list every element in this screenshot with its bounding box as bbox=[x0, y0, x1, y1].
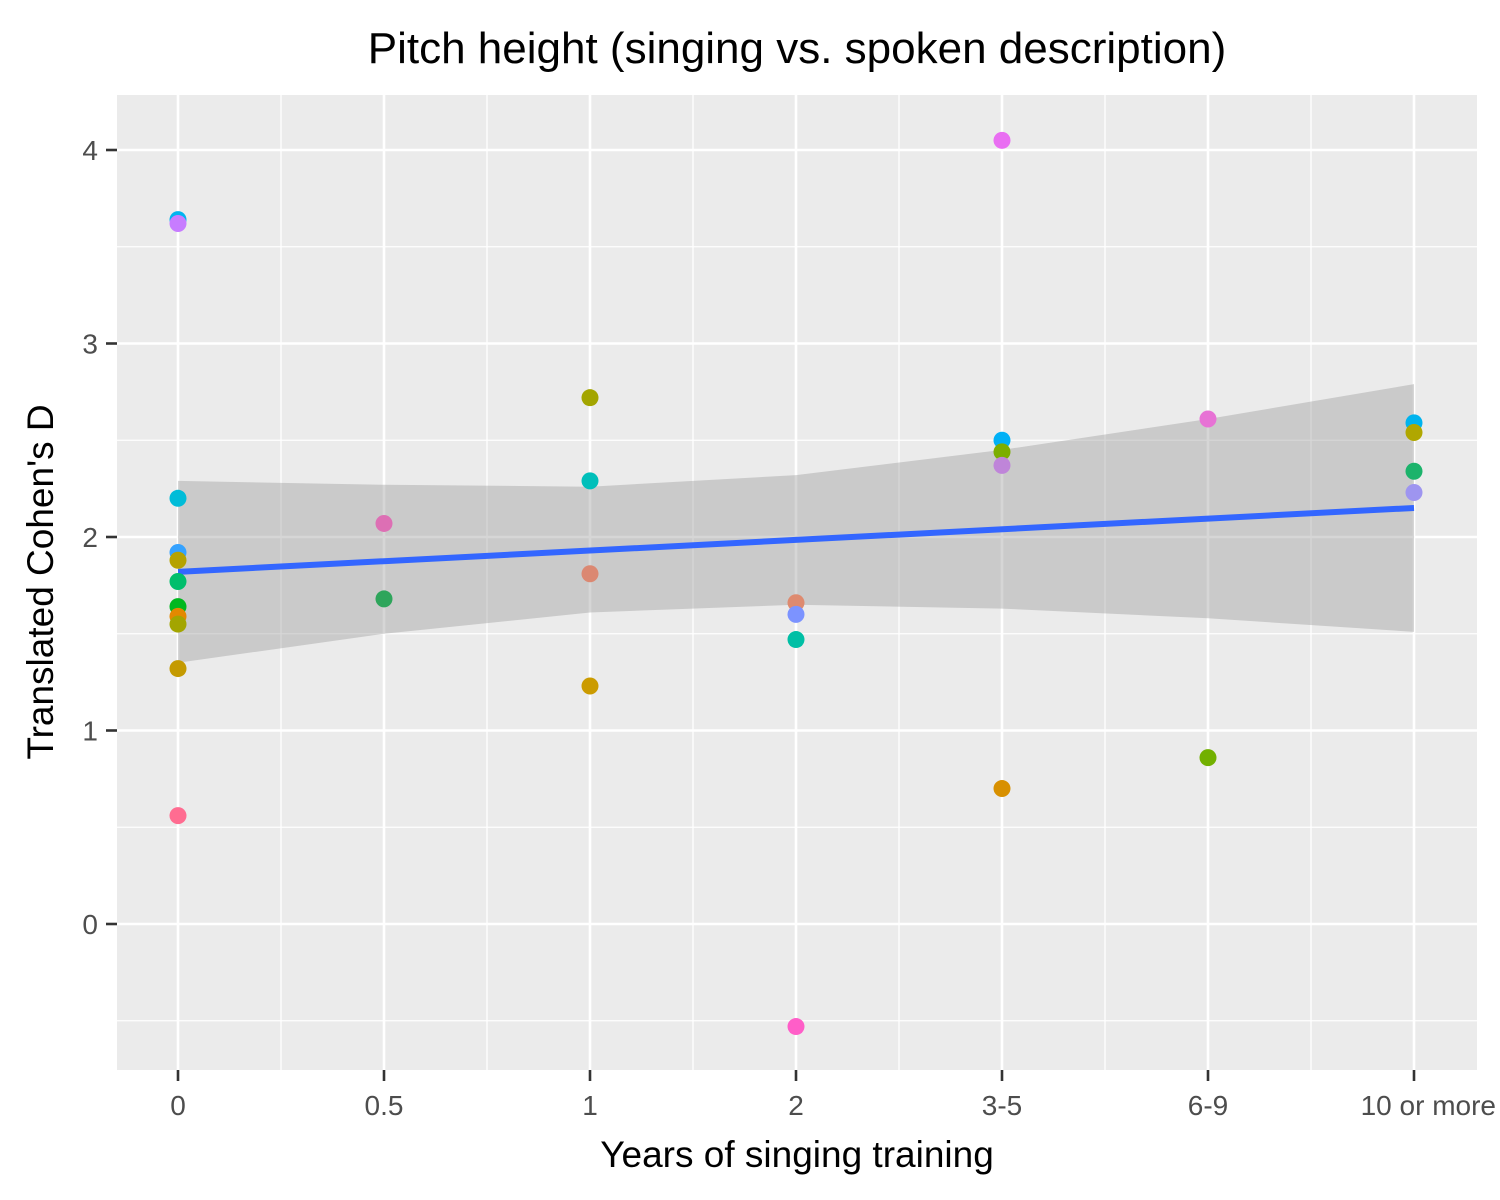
data-point bbox=[1405, 424, 1423, 442]
data-point bbox=[375, 514, 393, 532]
x-tick-label: 0.5 bbox=[365, 1090, 404, 1121]
x-tick-label: 10 or more bbox=[1361, 1090, 1496, 1121]
y-tick-label: 3 bbox=[82, 329, 98, 360]
data-point bbox=[169, 615, 187, 633]
data-point bbox=[169, 573, 187, 591]
x-tick-label: 6-9 bbox=[1188, 1090, 1228, 1121]
trend-line bbox=[177, 504, 1415, 575]
data-point bbox=[581, 565, 599, 583]
y-axis-ticks: 0 1 2 3 4 bbox=[82, 135, 117, 940]
x-tick-label: 1 bbox=[582, 1090, 598, 1121]
y-tick-label: 0 bbox=[82, 909, 98, 940]
y-tick-label: 2 bbox=[82, 522, 98, 553]
data-point bbox=[993, 780, 1011, 798]
y-tick-label: 4 bbox=[82, 135, 98, 166]
x-tick-label: 3-5 bbox=[982, 1090, 1022, 1121]
chart-title: Pitch height (singing vs. spoken descrip… bbox=[368, 24, 1226, 73]
data-point bbox=[375, 590, 393, 608]
x-tick-label: 2 bbox=[788, 1090, 804, 1121]
data-point bbox=[787, 605, 805, 623]
major-gridlines bbox=[117, 95, 1477, 1070]
data-point bbox=[169, 489, 187, 507]
data-point bbox=[1405, 483, 1423, 501]
data-point bbox=[581, 389, 599, 407]
confidence-band bbox=[178, 384, 1414, 663]
data-point bbox=[1199, 410, 1217, 428]
data-point bbox=[169, 807, 187, 825]
y-tick-label: 1 bbox=[82, 716, 98, 747]
data-point bbox=[169, 660, 187, 678]
data-point bbox=[169, 551, 187, 569]
data-point bbox=[993, 131, 1011, 149]
x-tick-label: 0 bbox=[170, 1090, 186, 1121]
data-point bbox=[993, 456, 1011, 474]
data-point bbox=[581, 677, 599, 695]
data-point bbox=[787, 631, 805, 649]
data-point bbox=[1199, 749, 1217, 767]
x-axis-ticks: 0 0.5 1 2 3-5 6-9 10 or more bbox=[170, 1070, 1496, 1121]
data-point bbox=[787, 1018, 805, 1036]
data-points bbox=[169, 131, 1423, 1036]
data-point bbox=[169, 215, 187, 233]
data-point bbox=[993, 443, 1011, 461]
x-axis-title: Years of singing training bbox=[600, 1134, 994, 1175]
data-point bbox=[1405, 462, 1423, 480]
y-axis-title: Translated Cohen's D bbox=[20, 404, 61, 759]
data-point bbox=[581, 472, 599, 490]
